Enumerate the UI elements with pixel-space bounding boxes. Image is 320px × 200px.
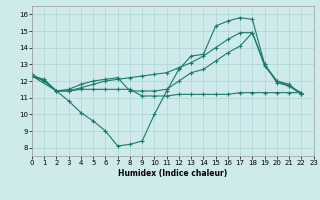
X-axis label: Humidex (Indice chaleur): Humidex (Indice chaleur) <box>118 169 228 178</box>
